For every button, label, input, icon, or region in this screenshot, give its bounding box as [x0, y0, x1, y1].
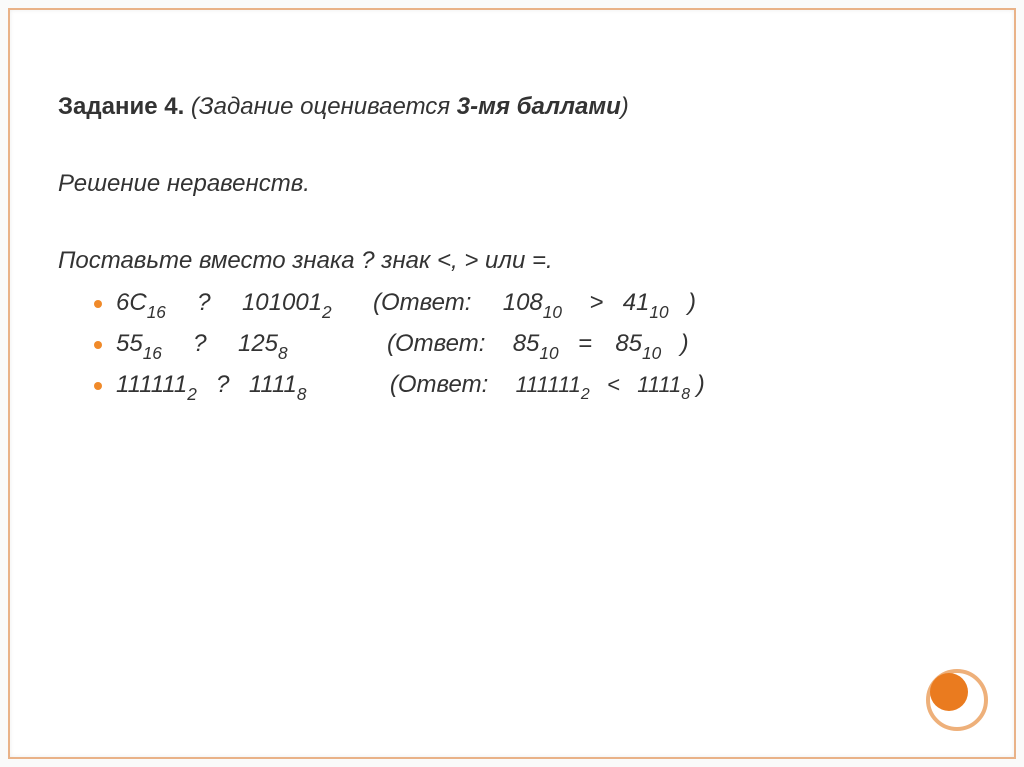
answer-label: (Ответ: [387, 327, 485, 362]
lhs-a: 5516 [116, 327, 162, 364]
lhs-b: 1010012 [242, 286, 332, 323]
ans-b: 8510 [615, 327, 661, 364]
title-points: 3-мя баллами [457, 93, 621, 120]
instruction: Поставьте вместо знака ? знак <, > или =… [58, 244, 966, 279]
answer-close: ) [681, 327, 689, 362]
question-op: ? [197, 286, 210, 321]
question-op: ? [216, 368, 229, 403]
task-title: Задание 4. (Задание оценивается 3-мя бал… [58, 90, 966, 125]
task-list: 6C16 ? 1010012 (Ответ: 10810 > 4110 ) 55… [58, 286, 966, 405]
ans-b: 4110 [623, 286, 669, 323]
ans-a: 10810 [503, 286, 562, 323]
list-item: 6C16 ? 1010012 (Ответ: 10810 > 4110 ) [94, 286, 966, 323]
subtitle: Решение неравенств. [58, 167, 966, 202]
lhs-a: 1111112 [116, 368, 197, 405]
corner-decoration [908, 651, 988, 731]
answer-close: ) [697, 368, 705, 403]
ans-a: 8510 [513, 327, 559, 364]
title-middle: (Задание оценивается [184, 93, 457, 120]
deco-ball-icon [930, 673, 968, 711]
ans-a: 1111112 [516, 369, 590, 405]
list-item: 5516 ? 1258 (Ответ: 8510 = 8510 ) [94, 327, 966, 364]
list-item: 1111112 ? 11118 (Ответ: 1111112 < 11118 … [94, 368, 966, 405]
title-suffix: ) [621, 93, 629, 120]
question-op: ? [193, 327, 206, 362]
slide-content: Задание 4. (Задание оценивается 3-мя бал… [58, 90, 966, 405]
answer-label: (Ответ: [373, 286, 471, 321]
lhs-a: 6C16 [116, 286, 166, 323]
ans-op: = [578, 327, 592, 362]
ans-op: < [607, 369, 620, 401]
lhs-b: 11118 [249, 368, 307, 405]
slide-frame: Задание 4. (Задание оценивается 3-мя бал… [8, 8, 1016, 759]
answer-close: ) [688, 286, 696, 321]
lhs-b: 1258 [238, 327, 288, 364]
title-prefix: Задание 4. [58, 93, 184, 120]
ans-b: 11118 [637, 369, 690, 405]
answer-label: (Ответ: [390, 368, 488, 403]
ans-op: > [589, 286, 603, 321]
